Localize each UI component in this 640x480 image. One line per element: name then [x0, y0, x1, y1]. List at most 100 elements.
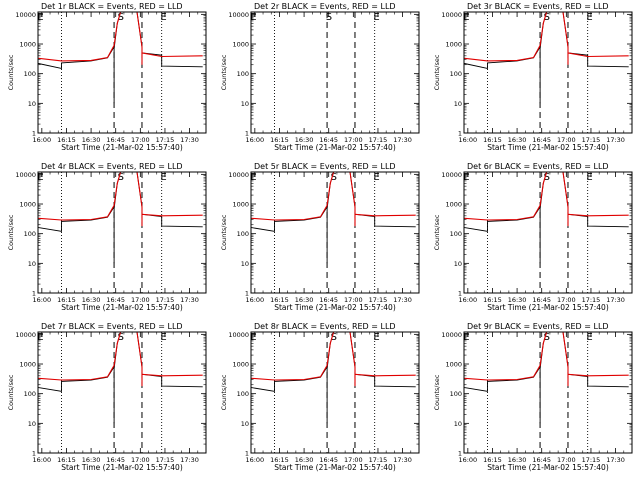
series-events [251, 332, 416, 424]
x-tick-label: 17:30 [606, 296, 625, 304]
plot-frame [37, 11, 207, 134]
x-tick-label: 16:45 [106, 296, 125, 304]
x-tick-label: 17:15 [582, 136, 601, 144]
y-tick-label: 10000 [441, 171, 462, 179]
series-lld [38, 12, 203, 65]
x-axis-label: Start Time (21-Mar-02 15:57:40) [274, 303, 396, 312]
x-tick-label: 17:15 [582, 296, 601, 304]
x-tick-label: 16:30 [508, 296, 527, 304]
interval-marker: S [544, 332, 550, 343]
panel-title: Det 4r BLACK = Events, RED = LLD [41, 162, 183, 171]
series-events [464, 332, 629, 424]
interval-marker: S [326, 12, 332, 23]
x-tick-label: 17:00 [557, 136, 576, 144]
y-axis-label: Counts/sec [433, 214, 441, 250]
x-tick-label: 16:15 [270, 456, 289, 464]
x-tick-label: 16:15 [483, 456, 502, 464]
x-tick-label: 17:30 [606, 136, 625, 144]
x-tick-label: 16:45 [106, 456, 125, 464]
plot-frame [463, 11, 633, 134]
y-axis-label: Counts/sec [220, 54, 228, 90]
y-tick-label: 1 [32, 130, 36, 138]
interval-marker: E [160, 172, 166, 183]
x-tick-label: 17:15 [156, 456, 175, 464]
x-tick-label: 16:45 [532, 456, 551, 464]
plot-frame [37, 171, 207, 294]
series-events [464, 172, 629, 264]
series-lld [251, 332, 416, 387]
x-axis-label: Start Time (21-Mar-02 15:57:40) [274, 463, 396, 472]
plot-frame [250, 11, 420, 134]
y-tick-label: 1000 [232, 361, 249, 369]
x-tick-label: 17:00 [557, 456, 576, 464]
x-tick-label: 16:30 [82, 296, 101, 304]
y-tick-label: 100 [24, 230, 36, 238]
y-axis-label: Counts/sec [433, 374, 441, 410]
x-tick-label: 17:00 [344, 136, 363, 144]
interval-marker: E [373, 332, 379, 343]
x-tick-label: 16:00 [32, 296, 51, 304]
x-tick-label: 16:45 [532, 136, 551, 144]
x-tick-label: 16:45 [319, 456, 338, 464]
y-tick-label: 10000 [228, 171, 249, 179]
x-tick-label: 16:30 [295, 296, 314, 304]
y-tick-label: 10000 [15, 11, 36, 19]
x-tick-label: 17:15 [582, 456, 601, 464]
interval-marker: S [331, 332, 337, 343]
x-tick-label: 17:30 [180, 136, 199, 144]
interval-marker: S [331, 172, 337, 183]
y-tick-label: 10 [241, 100, 249, 108]
y-tick-label: 100 [450, 390, 462, 398]
x-tick-label: 17:00 [131, 136, 150, 144]
y-tick-label: 10000 [15, 331, 36, 339]
x-tick-label: 16:15 [270, 136, 289, 144]
x-tick-label: 16:30 [82, 456, 101, 464]
y-tick-label: 1000 [445, 361, 462, 369]
x-tick-label: 17:00 [131, 456, 150, 464]
x-tick-label: 17:30 [393, 456, 412, 464]
x-tick-label: 16:15 [483, 296, 502, 304]
x-tick-label: 16:15 [483, 136, 502, 144]
x-tick-label: 16:15 [270, 296, 289, 304]
y-tick-label: 1000 [19, 361, 36, 369]
x-tick-label: 17:00 [131, 296, 150, 304]
y-tick-label: 1 [32, 290, 36, 298]
x-tick-label: 16:15 [57, 296, 76, 304]
interval-marker: S [544, 12, 550, 23]
y-tick-label: 100 [450, 230, 462, 238]
series-lld [464, 332, 629, 387]
y-tick-label: 1000 [445, 201, 462, 209]
panel-title: Det 2r BLACK = Events, RED = LLD [254, 2, 396, 11]
x-tick-label: 16:45 [106, 136, 125, 144]
interval-marker: S [118, 332, 124, 343]
x-tick-label: 16:45 [532, 296, 551, 304]
plot-frame [250, 331, 420, 454]
y-tick-label: 1000 [232, 201, 249, 209]
x-tick-label: 17:30 [393, 136, 412, 144]
y-axis-label: Counts/sec [220, 214, 228, 250]
y-axis-label: Counts/sec [7, 214, 15, 250]
plot-frame [250, 171, 420, 294]
y-tick-label: 10000 [441, 331, 462, 339]
x-tick-label: 16:00 [458, 296, 477, 304]
y-tick-label: 10 [28, 260, 36, 268]
x-tick-label: 16:00 [32, 456, 51, 464]
panel-title: Det 9r BLACK = Events, RED = LLD [467, 322, 609, 331]
y-tick-label: 10 [454, 260, 462, 268]
series-lld [464, 172, 629, 227]
x-tick-label: 16:15 [57, 136, 76, 144]
plot-frame [463, 331, 633, 454]
y-tick-label: 1 [245, 450, 249, 458]
x-axis-label: Start Time (21-Mar-02 15:57:40) [487, 303, 609, 312]
series-lld [464, 12, 629, 65]
y-tick-label: 100 [24, 70, 36, 78]
x-tick-label: 16:30 [508, 456, 527, 464]
x-tick-label: 16:00 [32, 136, 51, 144]
